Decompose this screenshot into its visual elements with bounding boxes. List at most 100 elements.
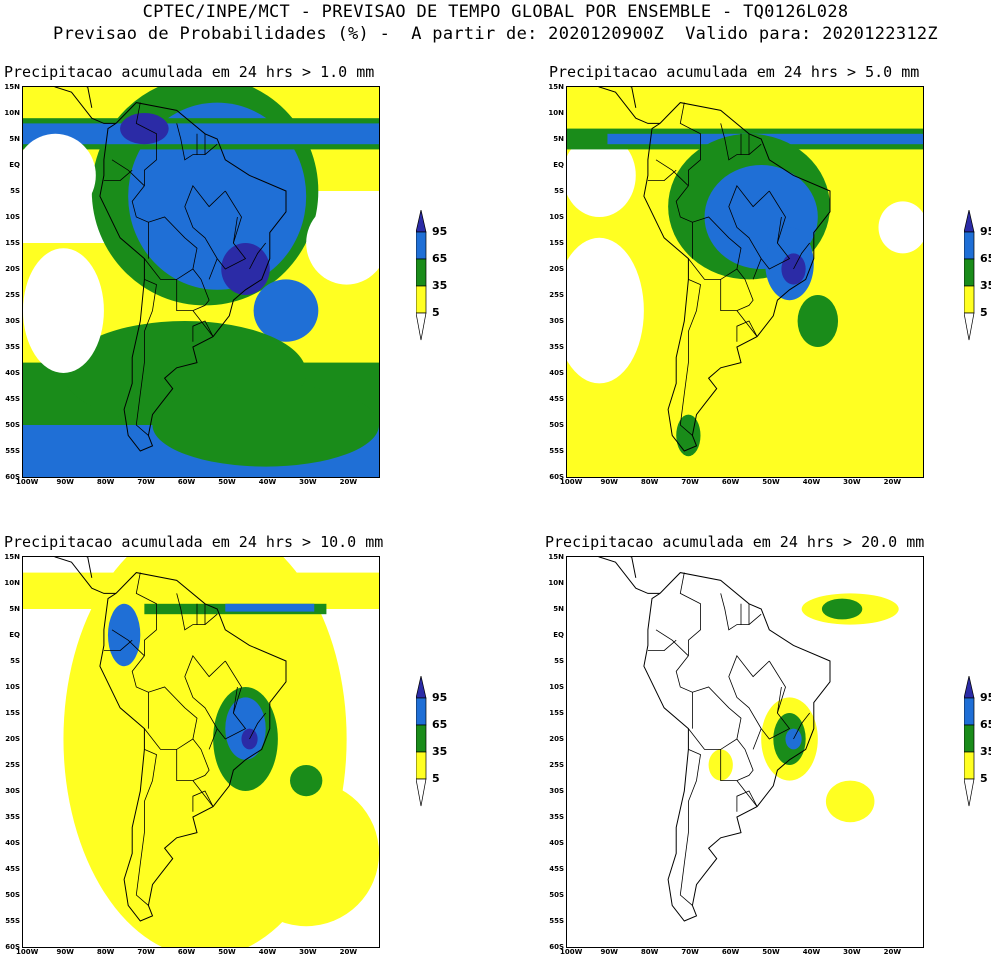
- country-border: [736, 320, 758, 342]
- colorbar-label: 65: [432, 718, 448, 731]
- lat-tick-label: 10S: [549, 683, 564, 691]
- map-canvas: [598, 557, 899, 922]
- lat-tick-label: 55S: [5, 447, 20, 455]
- lat-tick-label: 40S: [5, 369, 20, 377]
- map-canvas: [23, 87, 379, 477]
- country-border: [192, 780, 214, 807]
- lon-tick-label: 40W: [258, 948, 277, 956]
- lon-tick-label: 100W: [16, 948, 39, 956]
- country-border: [655, 629, 742, 750]
- lon-tick-label: 40W: [802, 948, 821, 956]
- lat-tick-label: 60S: [5, 473, 20, 481]
- lat-tick-label: 45S: [5, 865, 20, 873]
- country-border: [793, 242, 811, 270]
- lat-tick-label: 35S: [5, 813, 20, 821]
- coastline: [99, 102, 287, 452]
- coastline: [598, 557, 660, 594]
- lat-tick-label: 35S: [549, 813, 564, 821]
- lat-tick-label: 45S: [549, 395, 564, 403]
- lat-tick-label: 45S: [549, 865, 564, 873]
- panel-title: Precipitacao acumulada em 24 hrs > 20.0 …: [545, 533, 925, 551]
- lat-tick-label: 45S: [5, 395, 20, 403]
- lat-tick-label: 20S: [5, 735, 20, 743]
- lon-tick-label: 90W: [600, 478, 618, 486]
- panel-title: Precipitacao acumulada em 24 hrs > 10.0 …: [4, 533, 384, 551]
- lon-tick-label: 50W: [218, 948, 236, 956]
- lon-tick-label: 90W: [600, 948, 618, 956]
- lon-tick-label: 40W: [258, 478, 277, 486]
- coastline: [643, 102, 831, 452]
- country-border: [728, 184, 791, 270]
- lat-tick-label: 25S: [549, 761, 564, 769]
- country-border: [176, 738, 210, 781]
- country-border: [720, 738, 754, 781]
- lat-tick-label: 5N: [9, 135, 20, 143]
- country-border: [249, 712, 267, 740]
- country-border: [135, 572, 157, 656]
- lat-tick-label: 30S: [5, 787, 20, 795]
- lat-tick-label: 60S: [5, 943, 20, 951]
- lon-tick-label: 20W: [883, 478, 902, 486]
- lon-tick-label: 80W: [96, 478, 115, 486]
- country-border: [679, 102, 701, 186]
- country-border: [192, 320, 214, 342]
- lon-tick-label: 60W: [177, 948, 196, 956]
- country-border: [679, 572, 701, 656]
- header-line-2: Previsao de Probabilidades (%) - A parti…: [53, 24, 938, 44]
- lat-tick-label: 50S: [5, 891, 20, 899]
- lat-tick-label: 30S: [549, 787, 564, 795]
- lon-tick-label: 70W: [137, 478, 155, 486]
- country-border: [720, 123, 762, 161]
- country-border: [728, 654, 791, 740]
- colorbar-label: 95: [980, 225, 991, 238]
- colorbar-label: 5: [980, 772, 988, 785]
- country-border: [736, 310, 758, 337]
- precip-map: [22, 86, 380, 478]
- country-border: [736, 790, 758, 812]
- lon-tick-label: 60W: [721, 948, 740, 956]
- country-border: [135, 749, 157, 906]
- country-border: [647, 639, 677, 651]
- lon-tick-label: 100W: [16, 478, 39, 486]
- country-border: [176, 123, 218, 161]
- lat-tick-label: 10S: [549, 213, 564, 221]
- colorbar-label: 5: [432, 772, 440, 785]
- colorbar: 95 65 35 5: [415, 675, 476, 826]
- lat-tick-label: 40S: [549, 369, 564, 377]
- lon-tick-label: 60W: [721, 478, 740, 486]
- country-border: [208, 728, 218, 750]
- lon-tick-label: 90W: [56, 478, 74, 486]
- country-border: [135, 102, 157, 186]
- coastline: [99, 572, 287, 922]
- lon-tick-label: 30W: [843, 478, 861, 486]
- lat-tick-label: 15S: [5, 709, 20, 717]
- country-border: [176, 593, 218, 631]
- lat-tick-label: 40S: [549, 839, 564, 847]
- country-border: [793, 712, 811, 740]
- lat-tick-label: 5N: [553, 605, 564, 613]
- country-border: [192, 310, 214, 337]
- lat-tick-label: 25S: [549, 291, 564, 299]
- lat-tick-label: 10S: [5, 683, 20, 691]
- lat-tick-label: 10S: [5, 213, 20, 221]
- lat-tick-label: EQ: [553, 631, 564, 639]
- country-border: [208, 258, 218, 280]
- lat-tick-label: 15N: [4, 83, 20, 91]
- colorbar-label: 35: [432, 279, 448, 292]
- lat-tick-label: 50S: [549, 421, 564, 429]
- lat-tick-label: 40S: [5, 839, 20, 847]
- country-border: [103, 169, 133, 181]
- colorbar: 95 65 35 5: [963, 209, 991, 360]
- precip-map: [566, 556, 924, 948]
- lat-tick-label: 15S: [5, 239, 20, 247]
- lat-tick-label: EQ: [553, 161, 564, 169]
- country-border: [777, 216, 782, 244]
- lon-tick-label: 90W: [56, 948, 74, 956]
- lon-tick-label: 100W: [560, 478, 583, 486]
- country-border: [679, 279, 701, 436]
- country-border: [736, 780, 758, 807]
- lat-tick-label: 20S: [5, 265, 20, 273]
- lat-tick-label: EQ: [9, 161, 20, 169]
- lat-tick-label: 10N: [4, 579, 20, 587]
- lat-tick-label: 15S: [549, 709, 564, 717]
